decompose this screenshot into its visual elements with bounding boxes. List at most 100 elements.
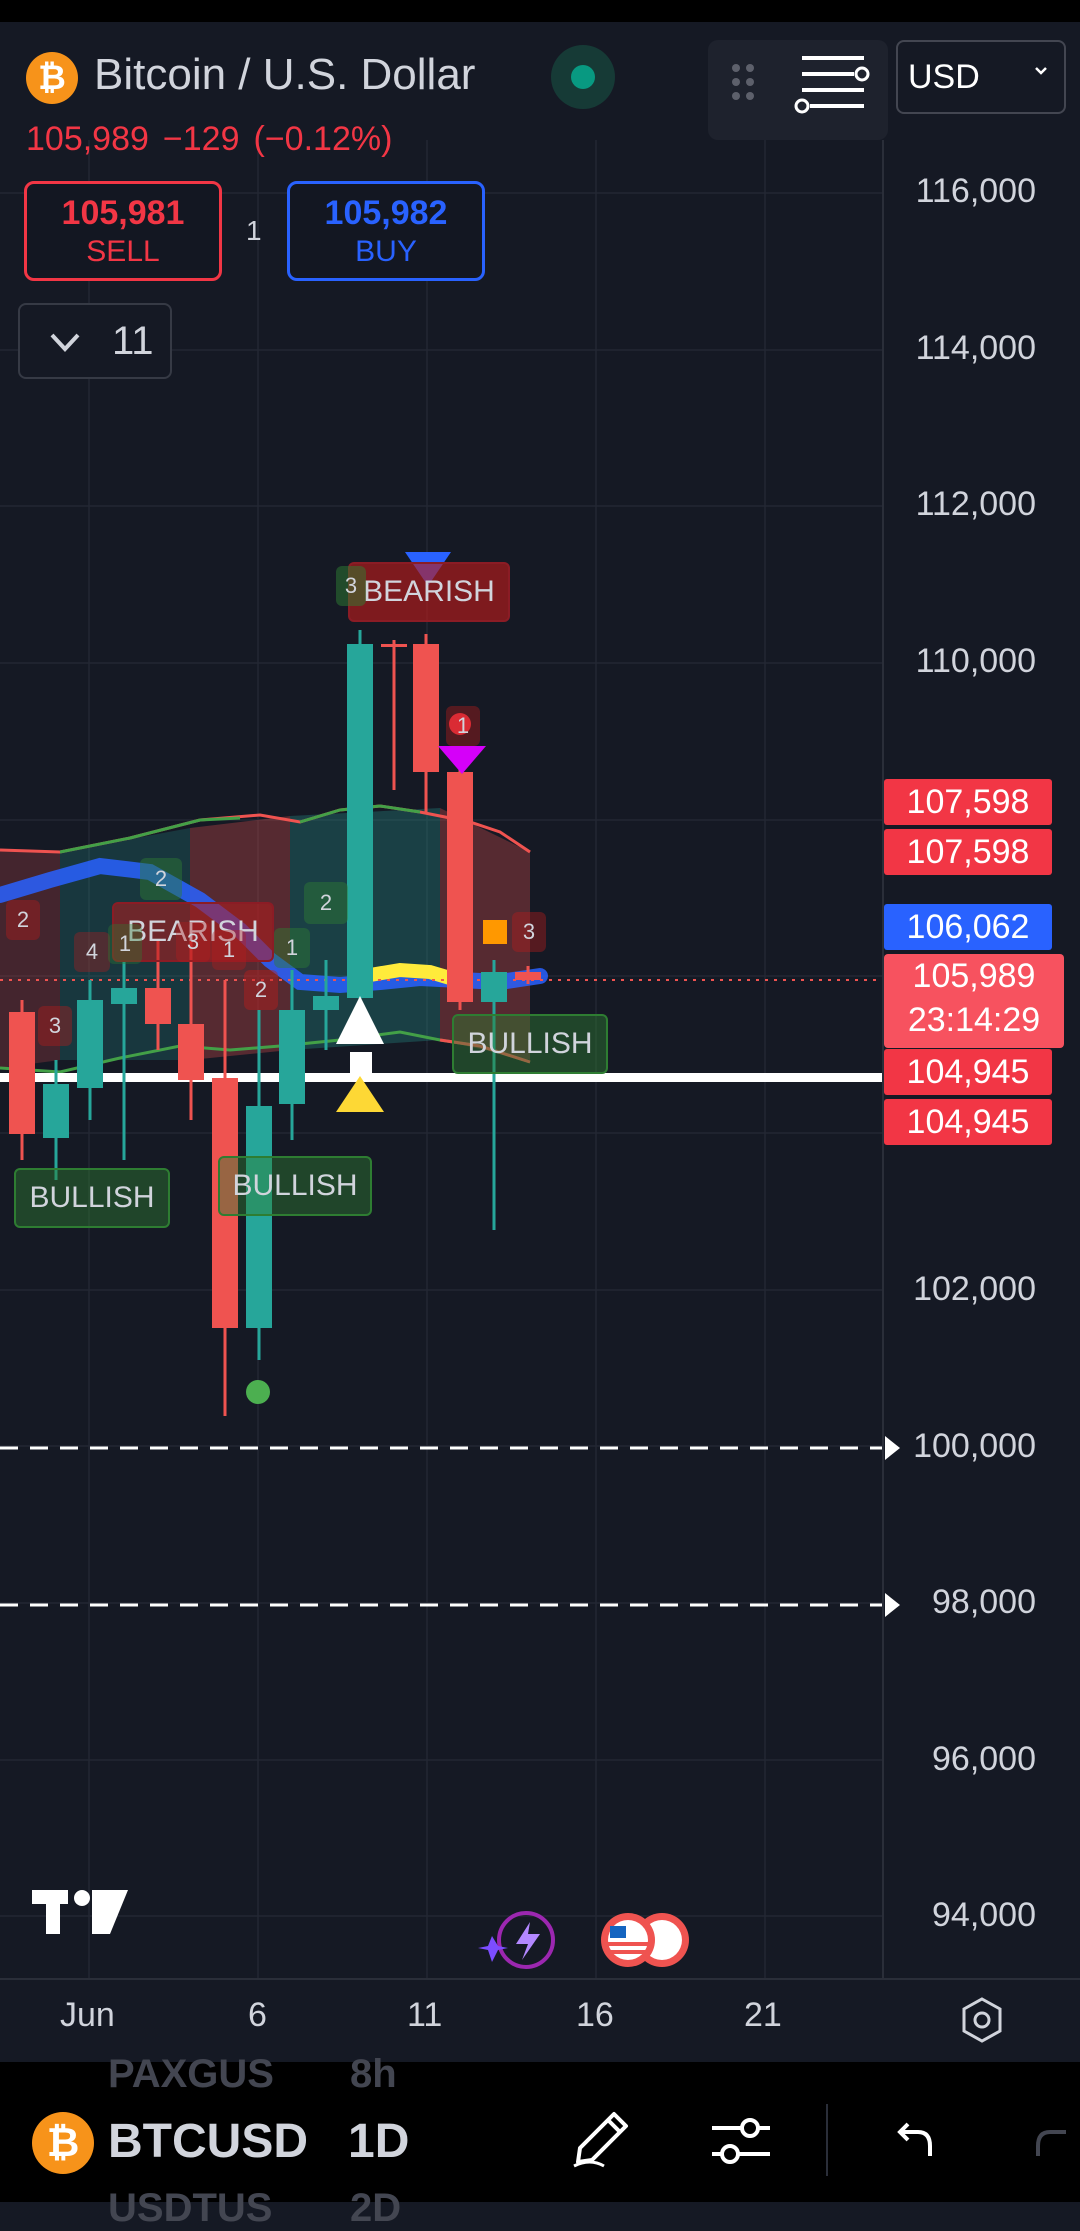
menu-sliders-icon[interactable] <box>792 48 872 120</box>
signal-bearish-2: BEARISH <box>112 902 274 962</box>
count-badge: 3 <box>176 922 210 962</box>
grid <box>0 140 882 1978</box>
currency-value: USD <box>908 57 980 96</box>
indicators-toggle-button[interactable]: 11 <box>18 303 172 379</box>
drag-handle-icon[interactable] <box>728 60 758 104</box>
count-badge: 2 <box>304 882 348 924</box>
count-badge: 2 <box>140 858 182 900</box>
moving-average-yellow <box>363 962 457 985</box>
tradingview-logo-icon <box>32 1890 128 1934</box>
price-axis-label[interactable]: 100,000 <box>913 1427 1036 1465</box>
price-axis-label[interactable]: 102,000 <box>913 1270 1036 1308</box>
symbol-selector[interactable]: BTCUSD <box>108 2115 308 2168</box>
flash-icon[interactable] <box>478 1911 555 1969</box>
time-axis[interactable] <box>0 1978 1080 2064</box>
bitcoin-logo-icon: ₿ <box>32 2112 94 2174</box>
buy-button[interactable]: 105,982 BUY <box>287 181 485 281</box>
price-change: −129 <box>162 120 240 158</box>
price-tag-level-a2[interactable]: 107,598 <box>884 829 1052 875</box>
count-badge: 3 <box>512 912 546 952</box>
sell-label: SELL <box>86 235 160 268</box>
level-arrow-100000 <box>885 1436 900 1460</box>
us-flag-icon[interactable] <box>601 1913 689 1967</box>
bitcoin-logo-icon: ₿ <box>26 52 78 104</box>
signal-marker-white <box>350 1052 372 1074</box>
count-badge: 1 <box>274 928 310 968</box>
candle-body <box>481 972 507 1002</box>
indicators-count: 11 <box>112 319 154 363</box>
count-badge: 2 <box>6 900 40 940</box>
price-tag-indicator[interactable]: 106,062 <box>884 904 1052 950</box>
price-axis-label[interactable]: 112,000 <box>915 485 1036 523</box>
time-axis-label: 21 <box>744 1996 782 2034</box>
watchlist-ghost-interval: 2D <box>350 2186 402 2230</box>
count-badge: 1 <box>446 706 480 746</box>
signal-dot-green <box>246 1380 270 1404</box>
price-summary: 105,989 −129 (−0.12%) <box>26 120 406 159</box>
candle-body <box>447 772 473 1002</box>
candle-body <box>381 644 407 647</box>
price-axis-label[interactable]: 110,000 <box>915 642 1036 680</box>
price-tag-level-a1[interactable]: 107,598 <box>884 779 1052 825</box>
signal-bearish-1: BEARISH <box>348 562 510 622</box>
last-price: 105,989 <box>26 120 149 158</box>
redo-icon[interactable] <box>1032 2118 1080 2166</box>
price-axis-label[interactable]: 98,000 <box>932 1583 1036 1621</box>
sell-button[interactable]: 105,981 SELL <box>24 181 222 281</box>
count-badge: 1 <box>108 924 142 964</box>
candles <box>9 630 541 1416</box>
count-badge: 2 <box>244 970 278 1010</box>
candle-body <box>111 988 137 1004</box>
buy-label: BUY <box>355 235 417 268</box>
band-upper-green <box>59 816 241 854</box>
last-price-tag-value: 105,989 <box>912 957 1036 995</box>
price-axis-label[interactable]: 96,000 <box>932 1740 1036 1778</box>
sliders-icon[interactable] <box>708 2112 774 2170</box>
signal-bullish-3: BULLISH <box>218 1156 372 1216</box>
candle-body <box>347 644 373 998</box>
last-price-tag[interactable]: 105,989 23:14:29 <box>884 954 1064 1048</box>
undo-icon[interactable] <box>888 2118 936 2166</box>
count-badge: 1 <box>212 930 246 970</box>
candle-body <box>515 972 541 980</box>
price-axis-label[interactable]: 94,000 <box>932 1896 1036 1934</box>
signal-bullish-1: BULLISH <box>452 1014 608 1074</box>
settings-icon[interactable] <box>958 1996 1006 2044</box>
candle-body <box>178 1024 204 1080</box>
price-tag-level-b1[interactable]: 104,945 <box>884 1049 1052 1095</box>
candle-body <box>77 1000 103 1088</box>
candle-body <box>43 1084 69 1138</box>
toolbar-divider <box>826 2104 828 2176</box>
count-badge: 3 <box>38 1006 72 1046</box>
chevron-down-icon <box>1035 67 1047 75</box>
signal-up-white <box>336 996 384 1044</box>
watchlist-ghost-symbol: PAXGUS <box>108 2052 274 2096</box>
watchlist-ghost-interval: 8h <box>350 2052 397 2096</box>
candle-body <box>246 1106 272 1328</box>
horizontal-level-line[interactable] <box>0 1073 882 1082</box>
price-axis-label[interactable]: 114,000 <box>915 329 1036 367</box>
signal-bullish-2: BULLISH <box>14 1168 170 1228</box>
spread-value: 1 <box>246 215 262 246</box>
interval-selector[interactable]: 1D <box>348 2115 410 2168</box>
candle-body <box>212 1078 238 1328</box>
pen-icon[interactable] <box>570 2108 632 2170</box>
price-axis-label[interactable]: 116,000 <box>915 172 1036 210</box>
alert-dot <box>449 713 471 735</box>
currency-select[interactable]: USD <box>896 40 1066 114</box>
market-status-icon[interactable] <box>551 45 615 109</box>
time-axis-label: 6 <box>248 1996 267 2034</box>
sell-price: 105,981 <box>61 194 185 232</box>
signal-down-purple <box>438 746 486 774</box>
candle-body <box>279 1010 305 1104</box>
price-axis-divider <box>882 140 884 1980</box>
chevron-down-icon <box>50 333 80 352</box>
level-arrow-98000 <box>885 1593 900 1617</box>
price-tag-level-b2[interactable]: 104,945 <box>884 1099 1052 1145</box>
candle-body <box>313 996 339 1010</box>
symbol-title[interactable]: Bitcoin / U.S. Dollar <box>94 50 476 99</box>
count-badge: 4 <box>74 932 110 972</box>
time-axis-label: 11 <box>407 1996 443 2034</box>
signal-up-yellow <box>336 1076 384 1112</box>
